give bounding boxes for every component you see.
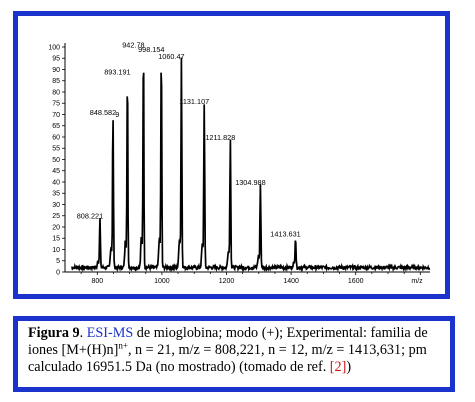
caption-text-1: de mioglobina; modo (+); Experimental: f… bbox=[28, 325, 428, 358]
y-tick-label: 5 bbox=[56, 258, 60, 265]
y-tick-label: 15 bbox=[52, 236, 60, 243]
reference-link[interactable]: [2] bbox=[329, 359, 347, 375]
chart-ticks: 0 5 10 15 20 25 30 35 40 45 50 55 60 65 70 75 80 85 90 95 10… bbox=[48, 44, 423, 285]
peak-label: 1413.631 bbox=[270, 230, 300, 239]
charge-superscript: n+ bbox=[118, 340, 128, 351]
spectrum-trace bbox=[71, 57, 431, 273]
caption-end: ) bbox=[346, 359, 352, 375]
spectrum-line bbox=[71, 57, 431, 273]
peak-label: 1211.828 bbox=[205, 133, 235, 142]
y-tick-label: 85 bbox=[52, 78, 60, 85]
y-tick-label: 75 bbox=[52, 101, 60, 108]
x-tick-label: 1600 bbox=[348, 278, 364, 285]
y-tick-label: 30 bbox=[52, 202, 60, 209]
y-tick-label: 100 bbox=[48, 44, 60, 51]
y-tick-label: 80 bbox=[52, 89, 60, 96]
y-tick-label: 20 bbox=[52, 224, 60, 231]
x-axis-label: m/z bbox=[411, 278, 423, 285]
y-tick-label: 95 bbox=[52, 56, 60, 63]
y-tick-label: 35 bbox=[52, 191, 60, 198]
y-tick-label: 10 bbox=[52, 247, 60, 254]
peak-label: 1131.107 bbox=[179, 97, 209, 106]
esi-ms-link[interactable]: ESI-MS bbox=[86, 325, 134, 341]
x-tick-label: 1400 bbox=[283, 278, 299, 285]
y-tick-label: 90 bbox=[52, 67, 60, 74]
x-tick-label: 1000 bbox=[154, 278, 170, 285]
y-tick-label: 50 bbox=[52, 157, 60, 164]
mass-spectrum-chart: 0 5 10 15 20 25 30 35 40 45 50 55 60 65 70 75 80 85 90 95 10… bbox=[48, 41, 431, 285]
caption-text-2: , n = 21, m/z = 808,221, n = 12, m/z = 1… bbox=[28, 342, 427, 375]
figure-label: Figura 9 bbox=[28, 325, 80, 341]
y-tick-label: 25 bbox=[52, 213, 60, 220]
peak-labels: 808.221 848.582 893.191 942.78998.1541060.4… bbox=[77, 41, 301, 239]
y-tick-label: 60 bbox=[52, 134, 60, 141]
y-tick-label: 40 bbox=[52, 179, 60, 186]
x-tick-label: 1200 bbox=[219, 278, 235, 285]
y-tick-label: 0 bbox=[56, 269, 60, 276]
y-tick-label: 45 bbox=[52, 168, 60, 175]
chart-axes bbox=[64, 43, 430, 273]
figure-frame: 0 5 10 15 20 25 30 35 40 45 50 55 60 65 70 75 80 85 90 95 10… bbox=[13, 11, 450, 299]
y-tick-label: 55 bbox=[52, 146, 60, 153]
caption-separator: . bbox=[79, 325, 87, 341]
peak-label: 1060.47 bbox=[158, 52, 184, 61]
peak-label: 893.191 bbox=[104, 68, 130, 77]
caption-frame: Figura 9. ESI-MS de mioglobina; modo (+)… bbox=[13, 316, 455, 392]
y-tick-label: 65 bbox=[52, 123, 60, 130]
peak-label: 808.221 bbox=[77, 212, 103, 221]
peak-label: 848.582 bbox=[90, 108, 116, 117]
annotation-label: 9 bbox=[115, 110, 119, 119]
x-tick-label: 800 bbox=[91, 278, 103, 285]
peak-label: 1304.988 bbox=[235, 178, 265, 187]
peak-label: 998.154 bbox=[138, 45, 164, 54]
y-tick-label: 70 bbox=[52, 112, 60, 119]
figure-caption: Figura 9. ESI-MS de mioglobina; modo (+)… bbox=[28, 325, 452, 376]
peak-label: 942.78 bbox=[122, 41, 144, 50]
